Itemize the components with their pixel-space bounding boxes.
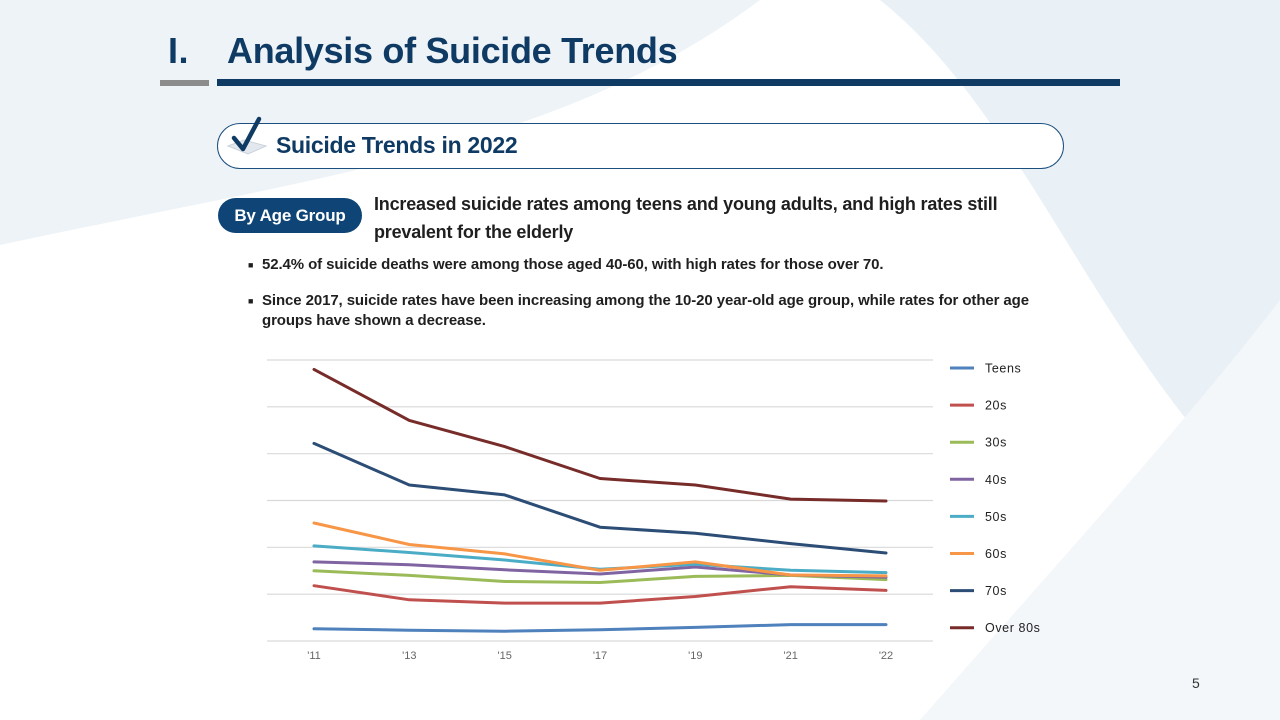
bullet-text: Since 2017, suicide rates have been incr… [262,292,1029,329]
subtitle-text: Suicide Trends in 2022 [276,132,518,158]
legend-label: 50s [985,510,1007,524]
series-line-60s [312,521,888,578]
title-rule-accent [160,80,209,86]
x-tick-label: '21 [783,650,797,662]
bullet-text: 52.4% of suicide deaths were among those… [262,256,884,273]
headline-text: Increased suicide rates among teens and … [374,194,998,242]
x-tick-label: '22 [879,650,893,662]
series-line-20s [312,584,888,605]
series-line-50s [312,544,888,575]
section-number: I. [168,30,190,71]
legend-label: 60s [985,547,1007,561]
x-tick-label: '11 [307,650,321,662]
page-number: 5 [1192,675,1200,691]
x-tick-label: '19 [688,650,702,662]
series-line-over-80s [312,367,888,503]
series-line-teens [312,623,888,633]
checkmark-icon [226,116,268,155]
subtitle-pill [217,123,1064,169]
legend-label: 30s [985,436,1007,450]
bullet-item: ■ Since 2017, suicide rates have been in… [248,291,1038,331]
x-tick-label: '17 [593,650,607,662]
legend-label: 70s [985,584,1007,598]
bullet-item: ■ 52.4% of suicide deaths were among tho… [248,255,1038,275]
x-tick-label: '13 [402,650,416,662]
bullet-square-icon: ■ [248,296,254,306]
age-group-badge: By Age Group [218,198,362,233]
series-line-70s [312,441,888,555]
x-tick-label: '15 [497,650,511,662]
legend-label: 40s [985,473,1007,487]
legend-label: Teens [985,362,1021,376]
legend-label: 20s [985,399,1007,413]
title-rule [217,79,1120,86]
legend-label: Over 80s [985,621,1041,635]
bullet-square-icon: ■ [248,260,254,270]
page-title: Analysis of Suicide Trends [227,30,678,71]
